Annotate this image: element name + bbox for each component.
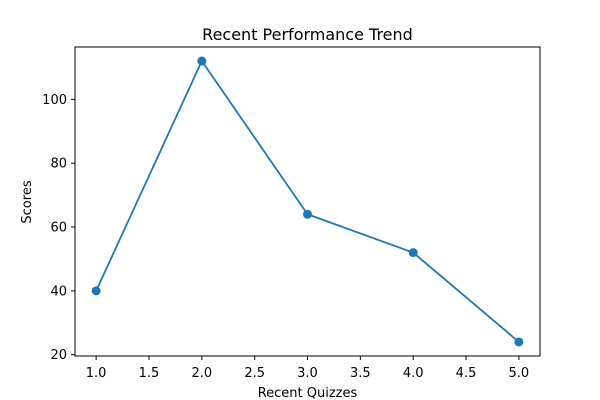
x-tick-label: 4.0 <box>403 366 424 381</box>
y-tick-label: 60 <box>50 221 67 236</box>
x-tick-label: 4.5 <box>456 366 477 381</box>
y-tick-label: 40 <box>50 284 67 299</box>
x-axis-label: Recent Quizzes <box>258 386 358 400</box>
x-tick-label: 2.0 <box>191 366 212 381</box>
chart-title: Recent Performance Trend <box>202 25 413 44</box>
data-point <box>514 337 524 347</box>
x-tick-label: 1.5 <box>139 366 160 381</box>
data-point <box>408 248 418 258</box>
data-point <box>91 286 101 296</box>
y-tick-label: 100 <box>42 93 67 108</box>
y-tick-label: 20 <box>50 348 67 363</box>
plot-area: 1.0 1.5 2.0 2.5 3.0 3.5 4.0 4.5 5.0 20 40 60 80 100 <box>42 46 541 381</box>
x-tick-label: 3.0 <box>297 366 318 381</box>
y-tick-label: 80 <box>50 157 67 172</box>
y-axis-label: Scores <box>20 180 35 223</box>
x-tick-label: 3.5 <box>350 366 371 381</box>
x-tick-label: 1.0 <box>86 366 107 381</box>
data-point <box>303 209 312 219</box>
x-tick-label: 5.0 <box>509 366 530 381</box>
data-point <box>197 56 207 66</box>
x-tick-label: 2.5 <box>244 366 265 381</box>
